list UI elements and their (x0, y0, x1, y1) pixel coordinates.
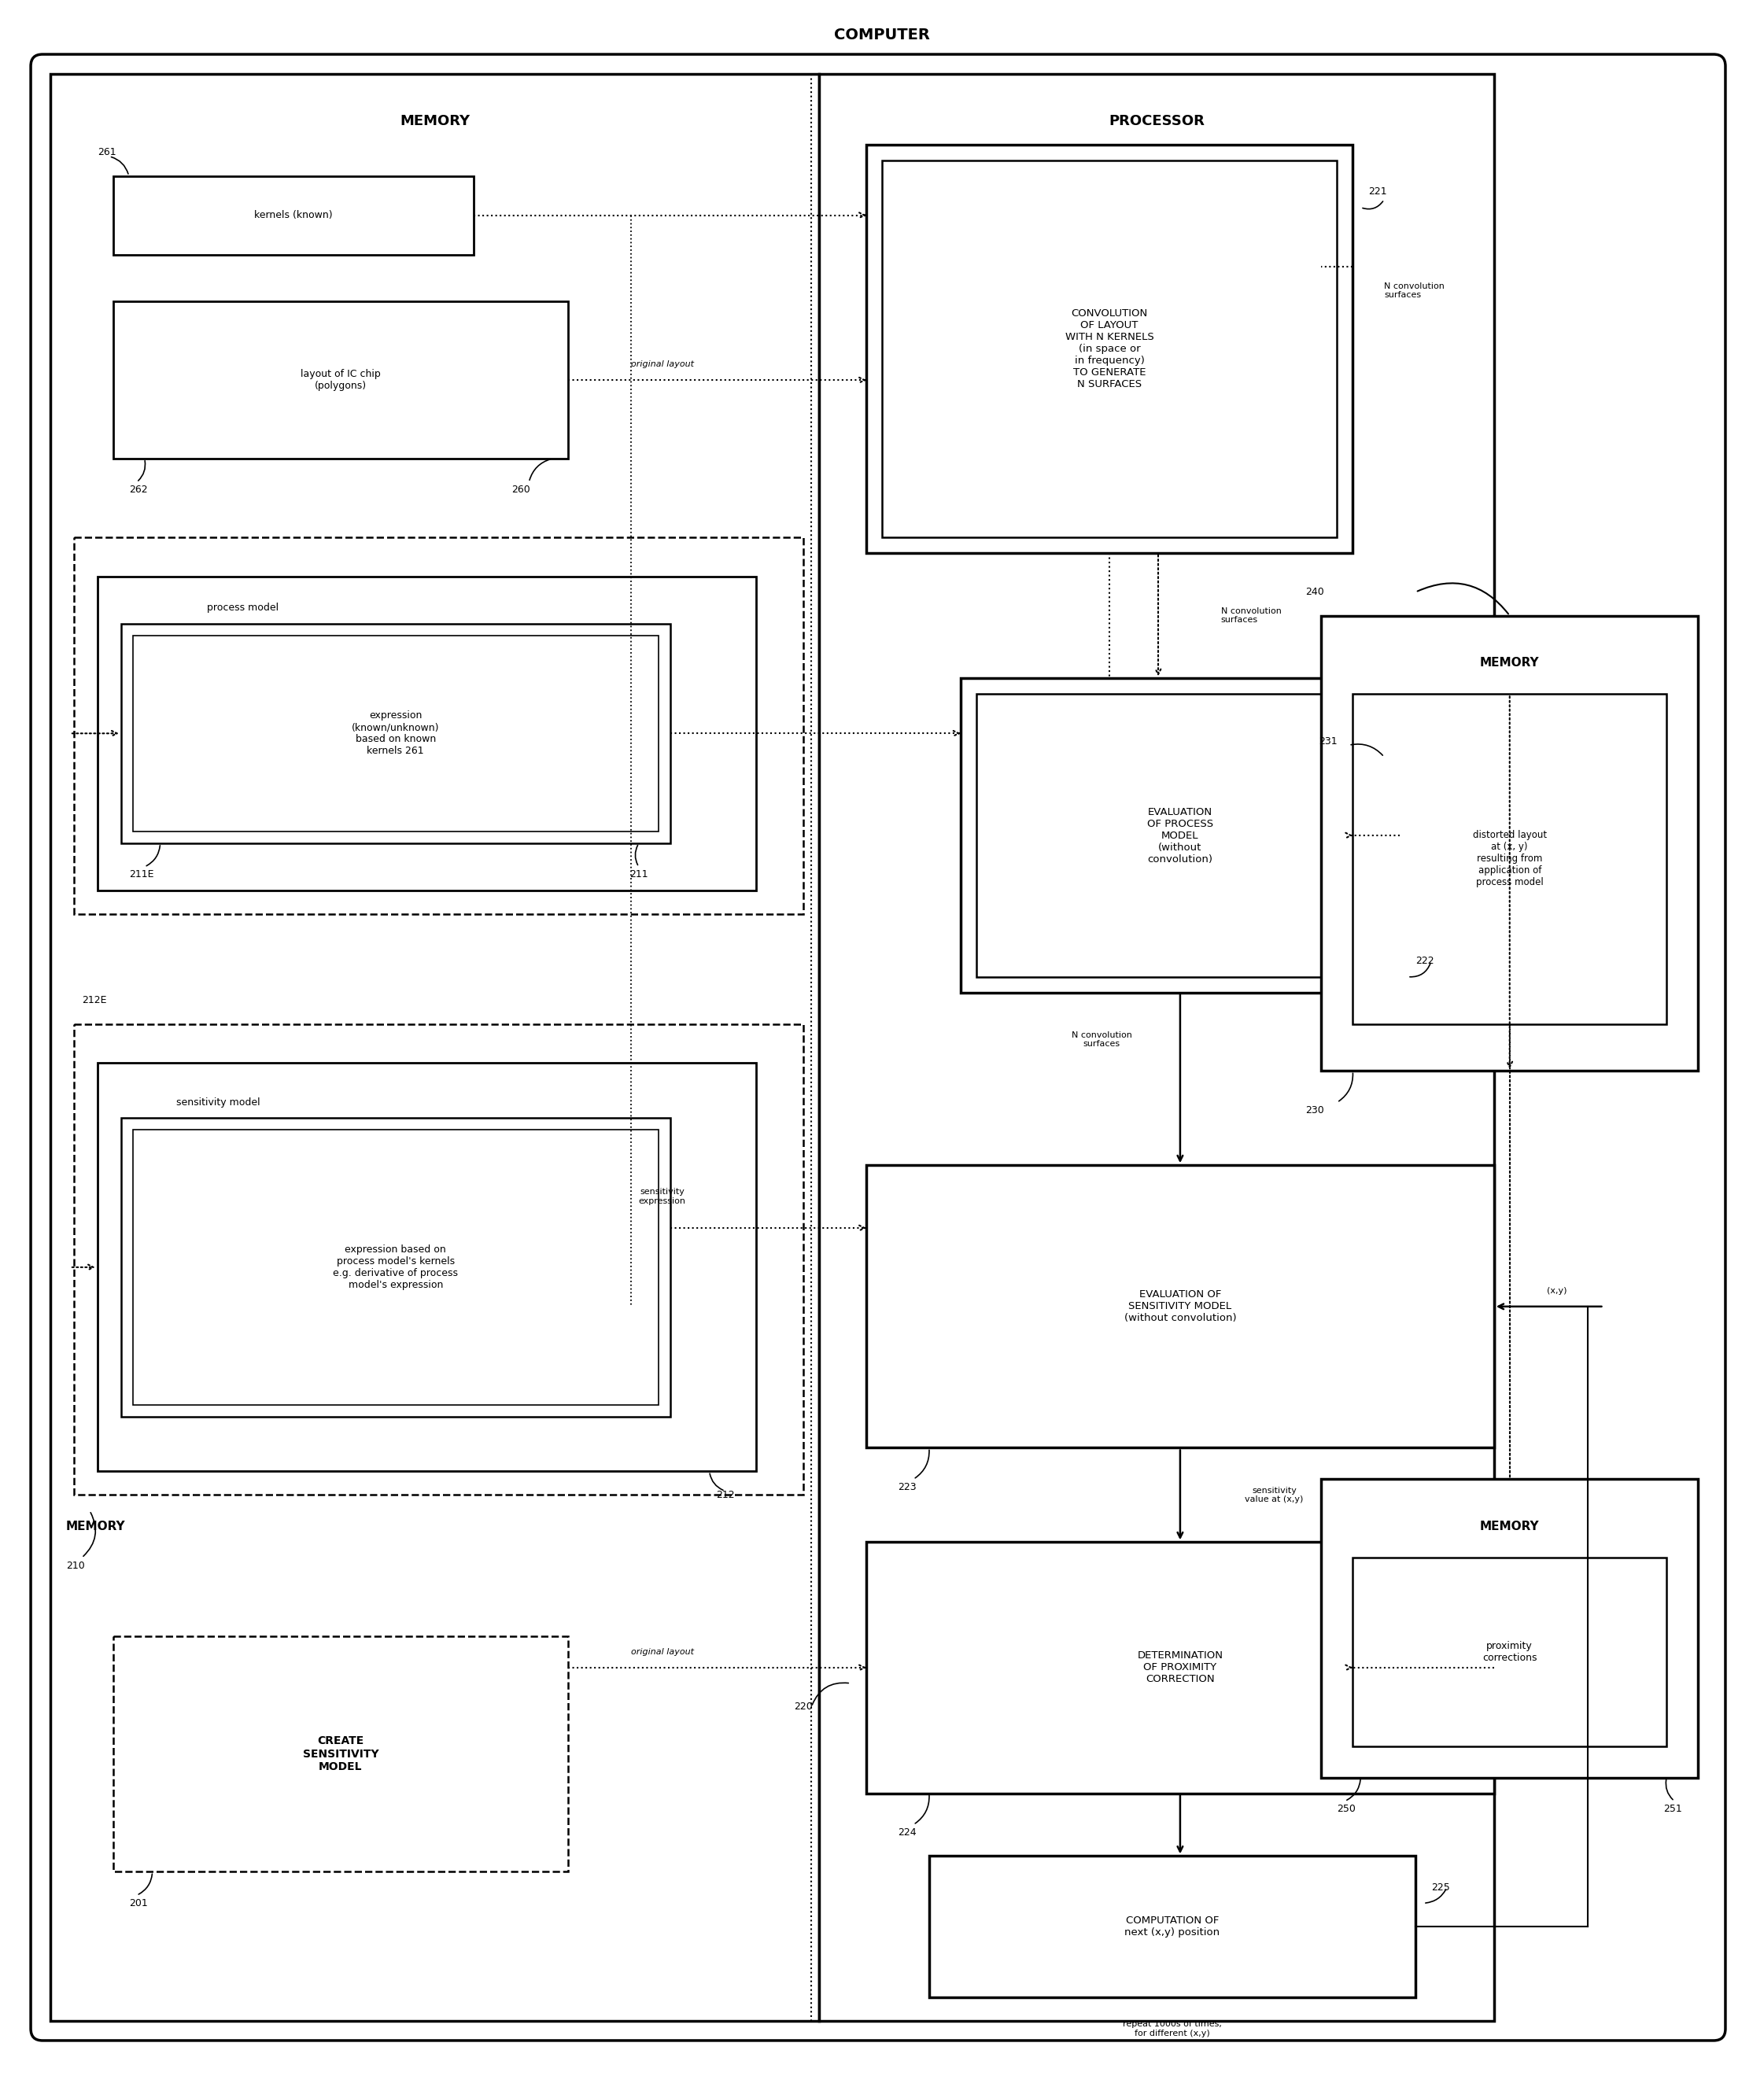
Bar (74, 536, 804, 914)
Text: 230: 230 (1305, 1106, 1325, 1114)
Text: 221: 221 (1369, 186, 1387, 196)
Text: 212E: 212E (81, 995, 106, 1006)
Text: 224: 224 (898, 1828, 916, 1839)
Text: N convolution
surfaces: N convolution surfaces (1071, 1031, 1132, 1048)
Text: N convolution
surfaces: N convolution surfaces (1385, 282, 1445, 298)
Text: 220: 220 (794, 1701, 813, 1711)
Bar (1321, 1480, 1699, 1778)
Text: layout of IC chip
(polygons): layout of IC chip (polygons) (300, 369, 381, 390)
Text: MEMORY: MEMORY (400, 115, 469, 127)
Bar (97, 576, 757, 891)
Text: 223: 223 (898, 1482, 916, 1492)
Text: CREATE
SENSITIVITY
MODEL: CREATE SENSITIVITY MODEL (303, 1736, 379, 1772)
Text: sensitivity model: sensitivity model (176, 1098, 259, 1108)
Text: repeat 1000s of times,
for different (x,y): repeat 1000s of times, for different (x,… (1122, 2020, 1222, 2037)
Text: process model: process model (206, 603, 279, 614)
Text: COMPUTATION OF
next (x,y) position: COMPUTATION OF next (x,y) position (1125, 1916, 1221, 1937)
Text: (x,y): (x,y) (1547, 1288, 1566, 1294)
Bar (97, 1062, 757, 1471)
Bar (866, 144, 1353, 553)
Text: N convolution
surfaces: N convolution surfaces (1221, 607, 1281, 624)
Text: sensitivity
expression: sensitivity expression (639, 1188, 686, 1204)
Bar (975, 695, 1385, 977)
Bar (1353, 1557, 1667, 1747)
Text: CONVOLUTION
OF LAYOUT
WITH N KERNELS
(in space or
in frequency)
TO GENERATE
N SU: CONVOLUTION OF LAYOUT WITH N KERNELS (in… (1065, 309, 1154, 388)
Bar (113, 303, 568, 459)
Text: 251: 251 (1663, 1803, 1683, 1814)
Text: 262: 262 (129, 484, 148, 495)
Text: MEMORY: MEMORY (65, 1521, 125, 1532)
Bar (1353, 695, 1667, 1025)
Text: expression
(known/unknown)
based on known
kernels 261: expression (known/unknown) based on know… (351, 710, 439, 755)
Text: distorted layout
at (x, y)
resulting from
application of
process model: distorted layout at (x, y) resulting fro… (1473, 831, 1547, 887)
Bar (1321, 616, 1699, 1071)
Text: 250: 250 (1337, 1803, 1357, 1814)
Text: 211E: 211E (129, 870, 153, 881)
Text: 240: 240 (1305, 586, 1325, 597)
Bar (113, 175, 475, 255)
Text: 231: 231 (1318, 737, 1337, 747)
FancyBboxPatch shape (30, 54, 1725, 2041)
Text: 225: 225 (1431, 1882, 1450, 1893)
Text: EVALUATION OF
SENSITIVITY MODEL
(without convolution): EVALUATION OF SENSITIVITY MODEL (without… (1124, 1290, 1237, 1323)
Text: MEMORY: MEMORY (1480, 657, 1540, 668)
Text: EVALUATION
OF PROCESS
MODEL
(without
convolution): EVALUATION OF PROCESS MODEL (without con… (1147, 808, 1214, 864)
Bar (818, 73, 1494, 2020)
Text: 261: 261 (97, 148, 116, 157)
Text: MEMORY: MEMORY (1480, 1521, 1540, 1532)
Text: 210: 210 (65, 1561, 85, 1572)
Bar (51, 73, 818, 2020)
Bar (74, 1025, 804, 1494)
Text: 211: 211 (630, 870, 647, 881)
Text: original layout: original layout (632, 1649, 693, 1655)
Text: original layout: original layout (632, 361, 693, 367)
Bar (122, 624, 670, 843)
Bar (866, 1165, 1494, 1448)
Bar (113, 1636, 568, 1872)
Bar (866, 1542, 1494, 1793)
Bar (132, 634, 658, 831)
Text: DETERMINATION
OF PROXIMITY
CORRECTION: DETERMINATION OF PROXIMITY CORRECTION (1138, 1651, 1222, 1684)
Text: COMPUTER: COMPUTER (834, 27, 930, 42)
Text: PROCESSOR: PROCESSOR (1108, 115, 1205, 127)
Text: expression based on
process model's kernels
e.g. derivative of process
model's e: expression based on process model's kern… (333, 1244, 459, 1290)
Text: kernels (known): kernels (known) (254, 211, 333, 221)
Bar (960, 678, 1401, 993)
Text: 260: 260 (512, 484, 531, 495)
Text: 222: 222 (1415, 956, 1434, 966)
Bar (930, 1855, 1415, 1997)
Bar (122, 1119, 670, 1417)
Text: 201: 201 (129, 1897, 148, 1908)
Text: sensitivity
value at (x,y): sensitivity value at (x,y) (1245, 1486, 1304, 1503)
Bar (882, 161, 1337, 536)
Text: 212: 212 (716, 1490, 734, 1501)
Text: proximity
corrections: proximity corrections (1482, 1640, 1536, 1663)
Bar (132, 1129, 658, 1405)
